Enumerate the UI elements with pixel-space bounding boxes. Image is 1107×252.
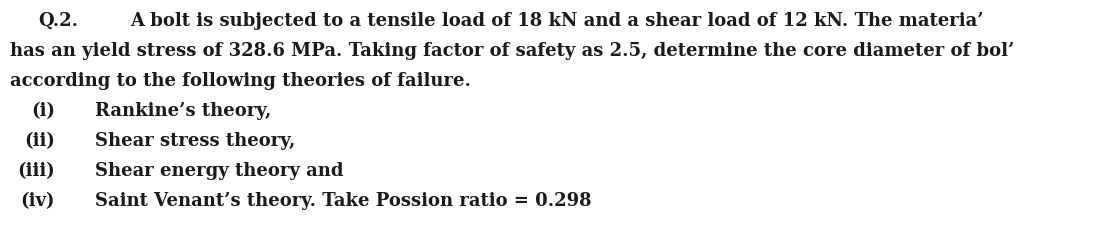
Text: (iii): (iii) — [18, 162, 55, 180]
Text: (i): (i) — [31, 102, 55, 120]
Text: A bolt is subjected to a tensile load of 18 kN and a shear load of 12 kN. The ma: A bolt is subjected to a tensile load of… — [130, 12, 984, 30]
Text: (ii): (ii) — [24, 132, 55, 150]
Text: Shear energy theory and: Shear energy theory and — [95, 162, 343, 180]
Text: Rankine’s theory,: Rankine’s theory, — [95, 102, 271, 120]
Text: Shear stress theory,: Shear stress theory, — [95, 132, 296, 150]
Text: according to the following theories of failure.: according to the following theories of f… — [10, 72, 470, 90]
Text: has an yield stress of 328.6 MPa. Taking factor of safety as 2.5, determine the : has an yield stress of 328.6 MPa. Taking… — [10, 42, 1014, 60]
Text: (iv): (iv) — [21, 192, 55, 210]
Text: Q.2.: Q.2. — [38, 12, 77, 30]
Text: Saint Venant’s theory. Take Possion ratio = 0.298: Saint Venant’s theory. Take Possion rati… — [95, 192, 591, 210]
